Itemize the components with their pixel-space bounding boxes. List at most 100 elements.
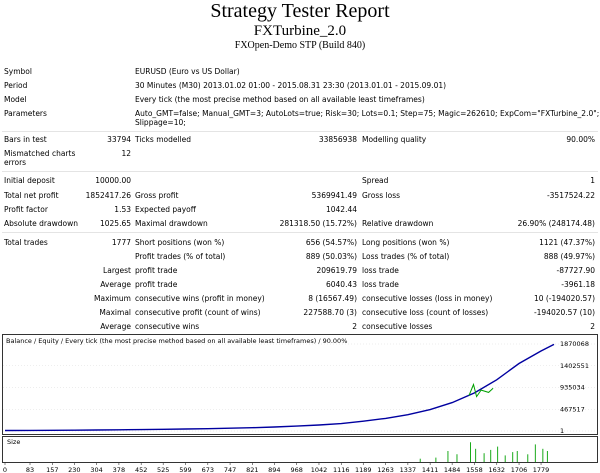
mismatched-label-line2: errors bbox=[4, 158, 27, 167]
size-plot-frame bbox=[2, 436, 598, 463]
long-positions-label: Long positions (won %) bbox=[362, 238, 450, 247]
y-tick-label: 935034 bbox=[560, 384, 585, 392]
mismatched-label-line1: Mismatched charts bbox=[4, 149, 76, 158]
x-tick-label: 1411 bbox=[422, 466, 439, 473]
relative-drawdown-label: Relative drawdown bbox=[362, 219, 434, 228]
x-tick-label: 747 bbox=[224, 466, 236, 473]
series-lines bbox=[4, 343, 555, 432]
x-tick-label: 894 bbox=[268, 466, 280, 473]
largest-loss-label: loss trade bbox=[362, 266, 399, 275]
x-tick-label: 1558 bbox=[466, 466, 483, 473]
server-info: FXOpen-Demo STP (Build 840) bbox=[234, 40, 366, 51]
largest-label: Largest bbox=[103, 266, 131, 275]
largest-loss-value: -87727.90 bbox=[556, 266, 596, 275]
equity-line bbox=[468, 382, 494, 398]
period-value: 30 Minutes (M30) 2013.01.02 01:00 - 2015… bbox=[135, 81, 447, 90]
separator bbox=[2, 232, 598, 233]
average-loss-label: loss trade bbox=[362, 280, 399, 289]
x-tick-label: 1484 bbox=[444, 466, 461, 473]
gross-profit-label: Gross profit bbox=[135, 191, 179, 200]
largest-profit-label: profit trade bbox=[135, 266, 178, 275]
average-consecutive-wins-label: consecutive wins bbox=[135, 322, 200, 331]
maximal-consecutive-profit-label: consecutive profit (count of wins) bbox=[135, 308, 261, 317]
loss-trades-value: 888 (49.97%) bbox=[543, 252, 595, 261]
legend-description: / Every tick (the most precise method ba… bbox=[59, 337, 348, 345]
balance-line bbox=[4, 343, 555, 432]
short-positions-label: Short positions (won %) bbox=[135, 238, 225, 247]
x-tick-label: 673 bbox=[202, 466, 214, 473]
size-bars bbox=[419, 442, 548, 462]
x-tick-label: 304 bbox=[90, 466, 102, 473]
net-profit-label: Total net profit bbox=[4, 191, 59, 200]
main-plot-frame bbox=[2, 334, 598, 435]
model-label: Model bbox=[4, 95, 27, 104]
gross-profit-value: 5369941.49 bbox=[311, 191, 357, 200]
profit-trades-label: Profit trades (% of total) bbox=[135, 252, 226, 261]
x-tick-label: 0 bbox=[3, 466, 7, 473]
bars-value: 33794 bbox=[107, 135, 131, 144]
y-tick-label: 1402551 bbox=[560, 362, 589, 370]
x-tick-label: 230 bbox=[68, 466, 80, 473]
loss-trades-label: Loss trades (% of total) bbox=[362, 252, 450, 261]
symbol-value: EURUSD (Euro vs US Dollar) bbox=[135, 67, 240, 76]
x-tick-label: 157 bbox=[46, 466, 58, 473]
x-tick-label: 599 bbox=[179, 466, 191, 473]
x-tick-label: 1263 bbox=[377, 466, 394, 473]
relative-drawdown-value: 26.90% (248174.48) bbox=[517, 219, 595, 228]
model-value: Every tick (the most precise method base… bbox=[135, 95, 425, 104]
separator bbox=[2, 131, 598, 132]
x-axis-ticks: 0 83 157 230 304 378 452 525 599 673 747 821 894 968 1… bbox=[3, 462, 549, 473]
legend-separator: / bbox=[32, 337, 38, 345]
deposit-label: Initial deposit bbox=[4, 176, 55, 185]
gross-loss-label: Gross loss bbox=[362, 191, 401, 200]
mismatched-value: 12 bbox=[121, 149, 131, 158]
x-tick-label: 83 bbox=[26, 466, 34, 473]
expert-name: FXTurbine_2.0 bbox=[253, 23, 347, 39]
quality-label: Modelling quality bbox=[362, 135, 427, 144]
x-tick-label: 1042 bbox=[311, 466, 328, 473]
x-tick-label: 968 bbox=[290, 466, 302, 473]
absolute-drawdown-label: Absolute drawdown bbox=[4, 219, 78, 228]
x-tick-label: 452 bbox=[135, 466, 147, 473]
largest-profit-value: 209619.79 bbox=[316, 266, 357, 275]
y-tick-label: 1870068 bbox=[560, 340, 589, 348]
average-consecutive-losses-label: consecutive losses bbox=[362, 322, 433, 331]
average-consecutive-label: Average bbox=[100, 322, 131, 331]
maximum-label: Maximum bbox=[94, 294, 131, 303]
maximal-consecutive-loss-value: -194020.57 (10) bbox=[533, 308, 595, 317]
profit-factor-value: 1.53 bbox=[114, 205, 131, 214]
average-consecutive-wins-value: 2 bbox=[352, 322, 357, 331]
max-consecutive-wins-value: 8 (16567.49) bbox=[308, 294, 357, 303]
net-profit-value: 1852417.26 bbox=[85, 191, 131, 200]
profit-trades-value: 889 (50.03%) bbox=[305, 252, 357, 261]
maximal-drawdown-label: Maximal drawdown bbox=[135, 219, 208, 228]
profit-factor-label: Profit factor bbox=[4, 205, 48, 214]
x-tick-label: 525 bbox=[157, 466, 169, 473]
separator bbox=[2, 171, 598, 172]
y-tick-label: 1 bbox=[560, 427, 564, 435]
x-tick-label: 821 bbox=[246, 466, 258, 473]
spread-label: Spread bbox=[362, 176, 389, 185]
long-positions-value: 1121 (47.37%) bbox=[539, 238, 595, 247]
maximal-consecutive-profit-value: 227588.70 (3) bbox=[303, 308, 357, 317]
x-tick-label: 1706 bbox=[511, 466, 528, 473]
report-title: Strategy Tester Report bbox=[210, 0, 390, 22]
max-consecutive-losses-value: 10 (-194020.57) bbox=[533, 294, 595, 303]
x-tick-label: 1632 bbox=[488, 466, 505, 473]
average-profit-value: 6040.43 bbox=[325, 280, 357, 289]
x-tick-label: 1189 bbox=[355, 466, 372, 473]
maximal-drawdown-value: 281318.50 (15.72%) bbox=[279, 219, 357, 228]
short-positions-value: 656 (54.57%) bbox=[305, 238, 357, 247]
ticks-value: 33856938 bbox=[318, 135, 357, 144]
grid bbox=[3, 343, 597, 432]
spread-value: 1 bbox=[590, 176, 595, 185]
max-consecutive-wins-label: consecutive wins (profit in money) bbox=[135, 294, 265, 303]
absolute-drawdown-value: 1025.65 bbox=[99, 219, 131, 228]
parameters-value-line2: Slippage=10; bbox=[135, 118, 186, 127]
average-consecutive-losses-value: 2 bbox=[590, 322, 595, 331]
average-profit-label: profit trade bbox=[135, 280, 178, 289]
average-label: Average bbox=[100, 280, 131, 289]
maximal-label: Maximal bbox=[99, 308, 131, 317]
parameters-value-line1: Auto_GMT=false; Manual_GMT=3; AutoLots=t… bbox=[135, 109, 600, 118]
x-tick-label: 378 bbox=[113, 466, 125, 473]
